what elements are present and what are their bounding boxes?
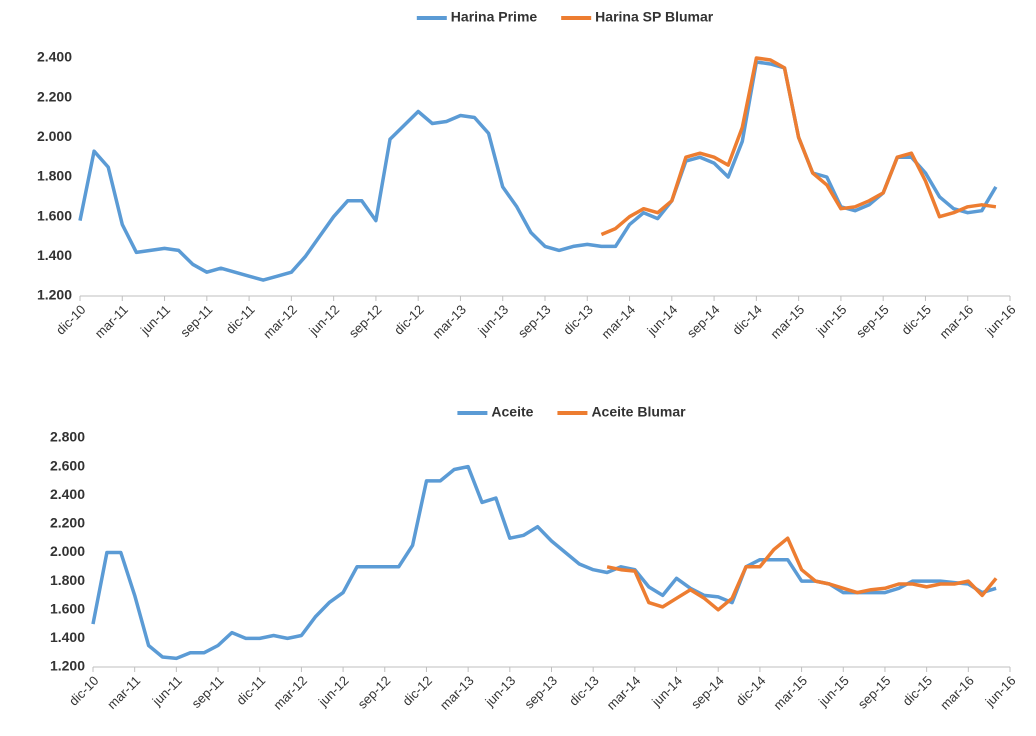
y-tick-label: 1.800 — [37, 168, 72, 184]
x-tick-label: jun-12 — [315, 673, 352, 710]
x-tick-label: jun-13 — [482, 673, 519, 710]
x-tick-label: mar-12 — [270, 673, 310, 713]
x-tick-label: dic-12 — [399, 673, 435, 709]
legend-label: Aceite — [491, 404, 533, 420]
legend: Aceite Aceite Blumar — [457, 404, 686, 420]
x-tick-label: dic-11 — [233, 673, 268, 708]
x-tick-label: dic-10 — [66, 673, 102, 709]
legend-label: Aceite Blumar — [591, 404, 686, 420]
x-tick-label: jun-11 — [137, 302, 173, 338]
x-tick-label: jun-13 — [474, 302, 511, 339]
series-line — [606, 536, 998, 612]
x-tick-label: sep-12 — [346, 302, 385, 341]
y-tick-label: 2.000 — [50, 543, 85, 559]
y-tick-label: 1.400 — [50, 629, 85, 645]
series-line — [600, 56, 997, 237]
x-tick-label: mar-15 — [770, 673, 810, 713]
x-tick-label: mar-13 — [429, 302, 469, 342]
x-tick-label: dic-15 — [900, 673, 936, 709]
x-tick-label: mar-13 — [437, 673, 477, 713]
y-tick-label: 2.400 — [50, 486, 85, 502]
y-tick-label: 2.600 — [50, 457, 85, 473]
x-tick-label: dic-13 — [566, 673, 602, 709]
x-tick-label: dic-12 — [391, 302, 427, 338]
legend-label: Harina Prime — [451, 9, 538, 25]
series-line — [78, 60, 998, 282]
x-tick-label: sep-14 — [684, 302, 723, 341]
y-tick-label: 2.200 — [50, 515, 85, 531]
y-tick-label: 1.600 — [50, 600, 85, 616]
x-tick-label: mar-11 — [104, 673, 143, 712]
x-tick-label: sep-15 — [853, 302, 892, 341]
x-tick-label: mar-12 — [260, 302, 300, 342]
x-tick-label: mar-14 — [604, 673, 644, 713]
x-tick-label: jun-14 — [644, 302, 681, 339]
x-tick-label: mar-16 — [937, 302, 977, 342]
x-tick-label: jun-16 — [982, 673, 1019, 710]
legend-label: Harina SP Blumar — [595, 9, 714, 25]
x-tick-label: dic-11 — [223, 302, 258, 337]
x-tick-label: mar-11 — [92, 302, 131, 341]
y-tick-label: 1.800 — [50, 572, 85, 588]
x-tick-label: jun-15 — [815, 673, 852, 710]
y-tick-label: 1.400 — [37, 247, 72, 263]
y-tick-label: 2.400 — [37, 49, 72, 65]
x-tick-label: jun-12 — [305, 302, 342, 339]
x-tick-label: sep-11 — [177, 302, 215, 340]
x-tick-label: sep-12 — [355, 673, 394, 712]
x-tick-label: mar-15 — [767, 302, 807, 342]
y-tick-label: 2.800 — [50, 429, 85, 445]
y-tick-label: 2.000 — [37, 128, 72, 144]
x-tick-label: sep-13 — [521, 673, 560, 712]
x-tick-label: dic-14 — [733, 673, 769, 709]
y-tick-label: 1.200 — [37, 287, 72, 303]
x-tick-label: sep-11 — [189, 673, 227, 711]
x-tick-label: sep-15 — [855, 673, 894, 712]
x-tick-label: jun-11 — [149, 673, 185, 709]
y-tick-label: 2.200 — [37, 88, 72, 104]
x-tick-label: dic-14 — [729, 302, 765, 338]
legend: Harina Prime Harina SP Blumar — [416, 9, 714, 25]
x-tick-label: dic-15 — [898, 302, 934, 338]
x-tick-label: dic-13 — [560, 302, 596, 338]
x-tick-label: sep-14 — [688, 673, 727, 712]
x-tick-label: mar-14 — [598, 302, 638, 342]
y-tick-label: 1.200 — [50, 658, 85, 674]
x-tick-label: sep-13 — [515, 302, 554, 341]
x-tick-label: jun-15 — [813, 302, 850, 339]
x-tick-label: jun-16 — [982, 302, 1019, 339]
x-tick-label: dic-10 — [53, 302, 89, 338]
y-tick-label: 1.600 — [37, 207, 72, 223]
x-tick-label: mar-16 — [937, 673, 977, 713]
x-tick-label: jun-14 — [648, 673, 685, 710]
series-line — [91, 464, 997, 661]
